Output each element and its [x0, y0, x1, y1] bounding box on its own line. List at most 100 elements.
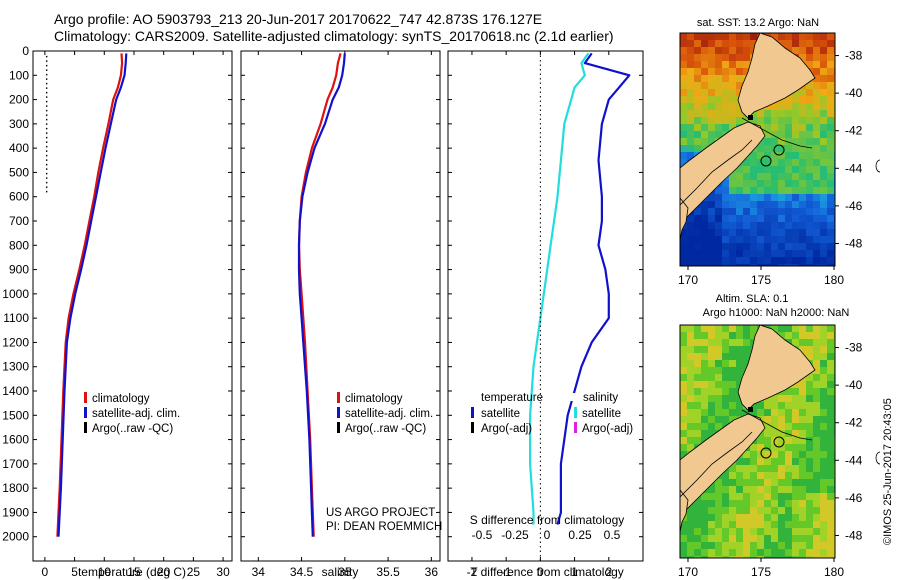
heatmap-cell	[694, 514, 702, 522]
depth-tick-label: 900	[9, 263, 29, 277]
heatmap-cell	[827, 75, 835, 83]
legend-swatch-t-satellite	[471, 407, 474, 418]
heatmap-cell	[827, 264, 835, 266]
heatmap-cell	[820, 360, 828, 368]
heatmap-cell	[764, 236, 772, 244]
heatmap-cell	[778, 493, 786, 501]
heatmap-cell	[694, 549, 702, 557]
heatmap-cell	[827, 332, 835, 340]
heatmap-cell	[757, 409, 765, 417]
heatmap-cell	[827, 208, 835, 216]
heatmap-cell	[687, 47, 695, 55]
heatmap-cell	[792, 145, 800, 153]
heatmap-cell	[799, 493, 807, 501]
heatmap-cell	[771, 236, 779, 244]
heatmap-cell	[771, 229, 779, 237]
heatmap-cell	[708, 514, 716, 522]
heatmap-cell	[729, 194, 737, 202]
heatmap-cell	[813, 444, 821, 452]
heatmap-cell	[715, 500, 723, 508]
heatmap-cell	[827, 173, 835, 181]
heatmap-cell	[813, 229, 821, 237]
depth-tick-label: 300	[9, 117, 29, 131]
heatmap-cell	[708, 54, 716, 62]
heatmap-cell	[820, 388, 828, 396]
depth-tick-label: 1000	[2, 287, 29, 301]
heatmap-cell	[715, 68, 723, 76]
heatmap-cell	[736, 332, 744, 340]
legend-backing	[544, 393, 584, 401]
heatmap-cell	[680, 145, 688, 153]
heatmap-cell	[820, 346, 828, 354]
heatmap-cell	[757, 229, 765, 237]
heatmap-cell	[827, 500, 835, 508]
heatmap-cell	[820, 131, 828, 139]
heatmap-cell	[764, 493, 772, 501]
heatmap-cell	[736, 395, 744, 403]
heatmap-cell	[750, 521, 758, 529]
legend-argo: Argo(..raw -QC)	[92, 423, 173, 435]
heatmap-cell	[778, 528, 786, 536]
heatmap-cell	[785, 472, 793, 480]
heatmap-cell	[799, 409, 807, 417]
heatmap-cell	[813, 89, 821, 97]
heatmap-cell	[680, 159, 688, 167]
heatmap-cell	[771, 201, 779, 209]
heatmap-cell	[778, 264, 786, 266]
depth-tick-label: 1600	[2, 433, 29, 447]
heatmap-cell	[820, 33, 828, 41]
heatmap-cell	[806, 152, 814, 160]
heatmap-cell	[687, 381, 695, 389]
heatmap-cell	[827, 542, 835, 550]
heatmap-cell	[785, 250, 793, 258]
difference-xlabel: T difference from climatology	[470, 565, 624, 579]
heatmap-cell	[827, 493, 835, 501]
heatmap-cell	[820, 145, 828, 153]
heatmap-cell	[708, 75, 716, 83]
heatmap-cell	[736, 402, 744, 410]
heatmap-cell	[785, 479, 793, 487]
heatmap-cell	[722, 514, 730, 522]
heatmap-cell	[827, 535, 835, 543]
x-tick-label: 35	[338, 565, 352, 579]
heatmap-cell	[687, 444, 695, 452]
heatmap-cell	[792, 159, 800, 167]
heatmap-cell	[722, 180, 730, 188]
heatmap-cell	[799, 257, 807, 265]
heatmap-cell	[736, 229, 744, 237]
heatmap-cell	[687, 374, 695, 382]
heatmap-cell	[785, 152, 793, 160]
heatmap-cell	[806, 173, 814, 181]
heatmap-cell	[722, 325, 730, 333]
heatmap-cell	[799, 325, 807, 333]
heatmap-cell	[827, 194, 835, 202]
sla-coast	[680, 325, 816, 533]
heatmap-cell	[694, 332, 702, 340]
heatmap-cell	[827, 180, 835, 188]
map-lat-label: -46	[845, 199, 863, 213]
heatmap-cell	[806, 556, 814, 558]
heatmap-cell	[820, 208, 828, 216]
heatmap-cell	[715, 222, 723, 230]
heatmap-cell	[694, 145, 702, 153]
heatmap-cell	[757, 166, 765, 174]
heatmap-cell	[715, 215, 723, 223]
heatmap-cell	[750, 486, 758, 494]
heatmap-cell	[708, 110, 716, 118]
heatmap-cell	[701, 47, 709, 55]
heatmap-cell	[687, 229, 695, 237]
heatmap-cell	[792, 402, 800, 410]
heatmap-cell	[806, 236, 814, 244]
salinity-legend: climatology satellite-adj. clim. Argo(..…	[337, 392, 433, 435]
heatmap-cell	[785, 264, 793, 266]
heatmap-cell	[785, 229, 793, 237]
salinity-lines	[297, 53, 346, 537]
heatmap-cell	[757, 215, 765, 223]
heatmap-cell	[785, 528, 793, 536]
heatmap-cell	[813, 131, 821, 139]
heatmap-cell	[680, 33, 688, 41]
heatmap-cell	[687, 346, 695, 354]
heatmap-cell	[813, 507, 821, 515]
depth-tick-label: 600	[9, 190, 29, 204]
heatmap-cell	[729, 124, 737, 132]
